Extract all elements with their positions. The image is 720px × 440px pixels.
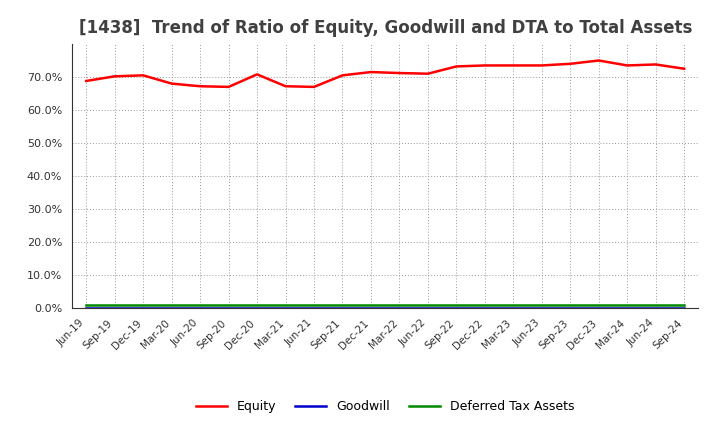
Equity: [139, 73, 148, 78]
Goodwill: [480, 305, 489, 311]
Equity: [110, 73, 119, 79]
Deferred Tax Assets: [423, 302, 432, 307]
Deferred Tax Assets: [225, 302, 233, 307]
Deferred Tax Assets: [395, 302, 404, 307]
Deferred Tax Assets: [282, 302, 290, 307]
Equity: [623, 63, 631, 68]
Goodwill: [652, 305, 660, 311]
Goodwill: [423, 305, 432, 311]
Deferred Tax Assets: [623, 302, 631, 307]
Goodwill: [566, 305, 575, 311]
Goodwill: [82, 305, 91, 311]
Equity: [282, 84, 290, 89]
Deferred Tax Assets: [310, 302, 318, 307]
Deferred Tax Assets: [139, 302, 148, 307]
Deferred Tax Assets: [595, 302, 603, 307]
Deferred Tax Assets: [167, 302, 176, 307]
Goodwill: [395, 305, 404, 311]
Deferred Tax Assets: [652, 302, 660, 307]
Equity: [537, 63, 546, 68]
Goodwill: [366, 305, 375, 311]
Deferred Tax Assets: [338, 302, 347, 307]
Equity: [167, 81, 176, 86]
Goodwill: [310, 305, 318, 311]
Equity: [196, 84, 204, 89]
Equity: [595, 58, 603, 63]
Goodwill: [509, 305, 518, 311]
Equity: [225, 84, 233, 90]
Goodwill: [595, 305, 603, 311]
Deferred Tax Assets: [509, 302, 518, 307]
Goodwill: [225, 305, 233, 311]
Goodwill: [253, 305, 261, 311]
Goodwill: [623, 305, 631, 311]
Equity: [395, 70, 404, 76]
Deferred Tax Assets: [566, 302, 575, 307]
Goodwill: [167, 305, 176, 311]
Equity: [366, 70, 375, 75]
Equity: [338, 73, 347, 78]
Equity: [423, 71, 432, 76]
Goodwill: [196, 305, 204, 311]
Goodwill: [680, 305, 688, 311]
Deferred Tax Assets: [480, 302, 489, 307]
Line: Equity: Equity: [86, 60, 684, 87]
Goodwill: [282, 305, 290, 311]
Title: [1438]  Trend of Ratio of Equity, Goodwill and DTA to Total Assets: [1438] Trend of Ratio of Equity, Goodwil…: [78, 19, 692, 37]
Deferred Tax Assets: [82, 302, 91, 307]
Goodwill: [452, 305, 461, 311]
Equity: [480, 63, 489, 68]
Goodwill: [338, 305, 347, 311]
Deferred Tax Assets: [253, 302, 261, 307]
Deferred Tax Assets: [196, 302, 204, 307]
Equity: [680, 66, 688, 71]
Goodwill: [537, 305, 546, 311]
Deferred Tax Assets: [366, 302, 375, 307]
Equity: [566, 61, 575, 66]
Equity: [253, 72, 261, 77]
Legend: Equity, Goodwill, Deferred Tax Assets: Equity, Goodwill, Deferred Tax Assets: [191, 395, 580, 418]
Deferred Tax Assets: [537, 302, 546, 307]
Equity: [310, 84, 318, 90]
Deferred Tax Assets: [680, 302, 688, 307]
Goodwill: [110, 305, 119, 311]
Equity: [452, 64, 461, 69]
Deferred Tax Assets: [452, 302, 461, 307]
Goodwill: [139, 305, 148, 311]
Deferred Tax Assets: [110, 302, 119, 307]
Equity: [652, 62, 660, 67]
Equity: [509, 63, 518, 68]
Equity: [82, 78, 91, 84]
